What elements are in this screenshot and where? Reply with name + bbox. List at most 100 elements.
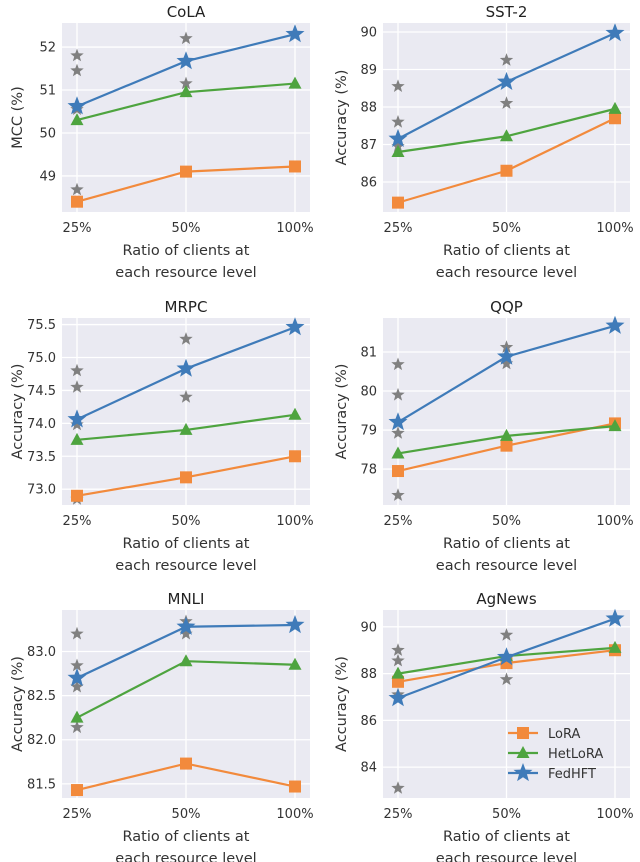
data-point-lora: [609, 112, 621, 125]
data-point-hetlora: [70, 432, 84, 445]
y-tick-label: 50: [39, 126, 56, 141]
y-tick-label: 87: [360, 138, 377, 153]
legend-label: HetLoRA: [548, 747, 603, 762]
y-tick-label: 75.5: [27, 318, 56, 333]
x-tick-label: 100%: [276, 514, 313, 529]
y-tick-label: 73.5: [27, 450, 56, 465]
y-tick-label: 81: [360, 345, 377, 360]
grey-star-point: [499, 53, 514, 66]
x-tick-label: 25%: [63, 221, 92, 236]
data-point-hetlora: [391, 666, 405, 679]
data-point-hetlora: [288, 76, 302, 89]
data-point-lora: [392, 196, 404, 209]
y-tick-label: 74.0: [27, 417, 56, 432]
data-point-fedhft: [388, 688, 408, 707]
y-axis-label: Accuracy (%): [334, 70, 350, 166]
data-point-fedhft: [176, 616, 196, 635]
grey-star-point: [70, 182, 84, 196]
data-point-lora: [500, 164, 513, 177]
y-tick-label: 75.0: [27, 351, 56, 366]
x-tick-label: 25%: [384, 807, 413, 822]
grey-star-point: [70, 626, 84, 640]
y-tick-label: 78: [360, 463, 377, 478]
data-point-hetlora: [70, 113, 84, 126]
subplot-mnli: 25% 50% 100% 81.5 82.0 82.5 83.0 MNLI Ratio of c…: [10, 590, 314, 862]
subplot-qqp: 25% 50% 100% 78 79 80 81 QQP Ratio of clients at…: [334, 298, 634, 574]
y-tick-label: 82.5: [27, 689, 56, 704]
data-point-fedhft: [497, 647, 516, 666]
data-point-lora: [180, 471, 192, 484]
data-point-lora: [392, 465, 404, 478]
y-tick-label: 90: [360, 620, 377, 635]
data-point-fedhft: [605, 23, 625, 42]
x-axis-label: Ratio of clients at: [123, 829, 250, 845]
grey-star-point: [70, 658, 84, 672]
data-point-hetlora: [179, 422, 193, 435]
data-point-lora: [500, 439, 513, 452]
data-point-lora: [180, 165, 192, 178]
grey-star-point: [179, 626, 193, 640]
data-point-hetlora: [608, 419, 622, 432]
x-tick-label: 25%: [384, 221, 413, 236]
grey-star-point: [391, 426, 405, 439]
grey-star-point: [391, 643, 405, 656]
y-tick-label: 83.0: [27, 645, 56, 660]
data-point-hetlora: [179, 85, 193, 98]
data-point-fedhft: [67, 668, 87, 687]
grey-star-point: [391, 488, 405, 501]
grey-star-point: [391, 79, 405, 92]
grey-star-point: [70, 380, 84, 393]
grey-star-point: [70, 48, 84, 62]
y-tick-label: 88: [360, 101, 377, 116]
grey-star-point: [499, 672, 514, 686]
x-axis-label: each resource level: [436, 265, 577, 281]
data-point-fedhft: [605, 608, 625, 627]
data-point-fedhft: [497, 346, 516, 365]
data-point-lora: [71, 489, 83, 502]
y-tick-label: 88: [360, 667, 377, 682]
x-tick-label: 100%: [596, 514, 633, 529]
data-point-hetlora: [500, 428, 513, 441]
y-tick-label: 84: [360, 761, 377, 776]
subplot-title: QQP: [490, 298, 523, 316]
y-tick-label: 49: [39, 169, 56, 184]
grey-star-point: [391, 653, 405, 667]
x-axis-label: Ratio of clients at: [443, 536, 570, 552]
y-tick-label: 74.5: [27, 384, 56, 399]
y-tick-label: 79: [360, 424, 377, 439]
data-point-lora: [289, 160, 301, 173]
x-axis-label: each resource level: [115, 558, 256, 574]
x-tick-label: 50%: [492, 807, 521, 822]
y-axis-label: Accuracy (%): [10, 656, 26, 752]
subplot-sst-2: 25% 50% 100% 86 87 88 89 90 SST-2 Ratio of client…: [334, 3, 634, 281]
y-axis-label: Accuracy (%): [334, 364, 350, 460]
data-point-fedhft: [176, 358, 196, 377]
data-point-hetlora: [391, 446, 405, 459]
data-point-fedhft: [497, 71, 516, 90]
data-point-lora: [289, 780, 301, 793]
x-tick-label: 50%: [172, 221, 201, 236]
data-point-fedhft: [67, 96, 87, 115]
data-point-lora: [180, 757, 192, 770]
data-point-lora: [289, 450, 301, 463]
y-tick-label: 89: [360, 63, 377, 78]
grey-star-point: [391, 387, 405, 401]
x-axis-label: Ratio of clients at: [443, 243, 570, 259]
x-tick-label: 25%: [63, 514, 92, 529]
legend-marker-hetlora: [516, 746, 530, 758]
subplot-title: AgNews: [476, 590, 537, 608]
data-point-hetlora: [608, 101, 622, 114]
data-point-lora: [392, 675, 404, 688]
y-tick-label: 86: [360, 714, 377, 729]
x-axis-label: Ratio of clients at: [123, 536, 250, 552]
grey-star-point: [499, 96, 514, 109]
grey-star-point: [499, 356, 514, 370]
grey-star-point: [179, 332, 193, 345]
subplot-cola: 25% 50% 100% 49 50 51 52 CoLA Ratio of clients a…: [10, 3, 314, 281]
y-tick-label: 81.5: [27, 777, 56, 792]
data-point-hetlora: [608, 640, 622, 653]
x-tick-label: 25%: [63, 807, 92, 822]
data-point-lora: [71, 784, 83, 797]
data-point-hetlora: [179, 654, 193, 667]
grey-star-point: [179, 31, 193, 45]
